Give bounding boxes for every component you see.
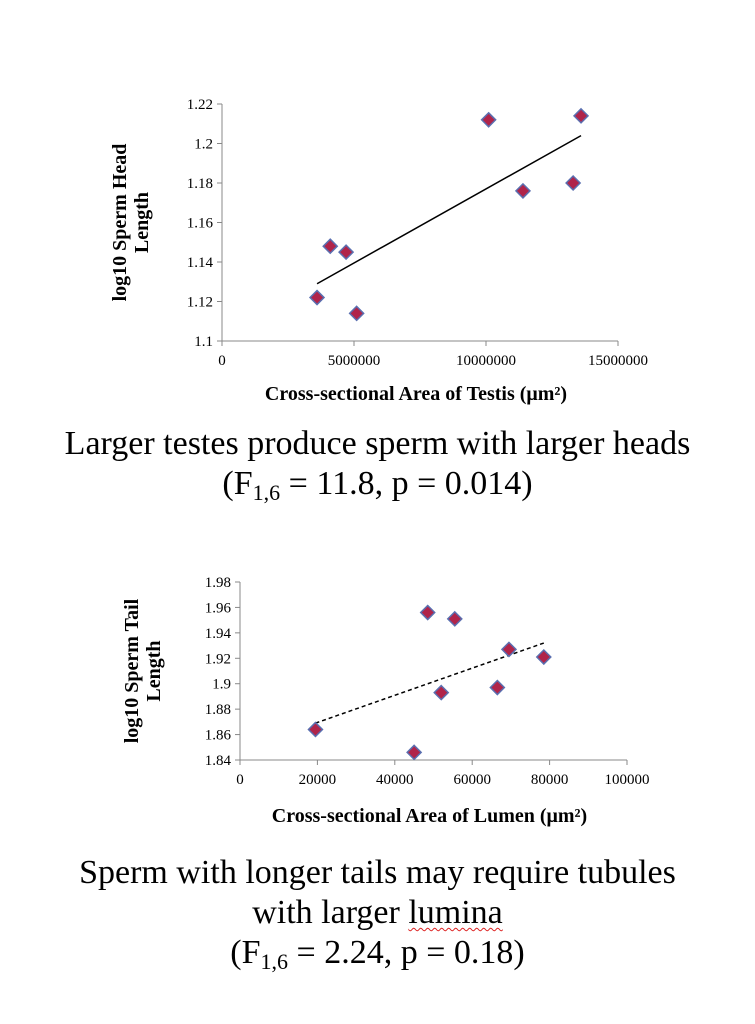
x-axis-title: Cross-sectional Area of Lumen (μm²) — [272, 805, 587, 827]
data-point — [348, 305, 365, 322]
x-tick-label: 5000000 — [328, 353, 381, 369]
y-tick-label: 1.18 — [187, 176, 213, 192]
tail-caption-line2: with larger lumina — [0, 893, 755, 933]
data-point — [308, 289, 326, 306]
y-axis-title-line: Length — [131, 192, 153, 253]
x-tick-label: 80000 — [531, 772, 569, 788]
head-stat-open: (F — [222, 465, 253, 502]
tail-stat-rest: = 2.24, p = 0.18) — [288, 934, 525, 971]
tail-caption-line1: Sperm with longer tails may require tubu… — [79, 854, 676, 891]
y-tick-label: 1.94 — [205, 626, 232, 642]
data-point — [514, 182, 532, 199]
x-tick-label: 0 — [236, 772, 244, 788]
data-point — [338, 244, 355, 261]
y-tick-label: 1.16 — [187, 216, 214, 232]
data-point — [446, 610, 463, 627]
trendline — [316, 134, 582, 285]
y-axis-title-line: log10 Sperm Tail — [121, 598, 143, 743]
head-stat-sub: 1,6 — [252, 480, 281, 505]
y-axis-title: log10 Sperm TailLength — [121, 598, 165, 743]
data-point — [489, 679, 506, 696]
data-point — [406, 744, 423, 761]
head-caption: Larger testes produce sperm with larger … — [0, 424, 755, 504]
x-tick-label: 0 — [218, 353, 226, 369]
data-point — [480, 111, 497, 128]
y-tick-label: 1.88 — [205, 702, 231, 718]
tail-stat-open: (F — [230, 934, 261, 971]
x-tick-label: 60000 — [453, 772, 491, 788]
tail-caption-line2a: with larger — [252, 894, 409, 931]
x-tick-label: 40000 — [376, 772, 414, 788]
data-point — [307, 721, 324, 738]
tail-caption-stats: (F1,6 = 2.24, p = 0.18) — [0, 933, 755, 973]
tail-caption: Sperm with longer tails may require tubu… — [0, 853, 755, 973]
x-tick-label: 100000 — [605, 772, 650, 788]
data-point — [572, 107, 590, 124]
head-caption-line: Larger testes produce sperm with larger … — [64, 425, 691, 462]
y-tick-label: 1.9 — [212, 677, 231, 693]
tail-stat-sub: 1,6 — [260, 949, 289, 974]
data-point — [433, 684, 450, 701]
x-tick-label: 20000 — [299, 772, 337, 788]
data-point — [500, 641, 518, 658]
head-stat-rest: = 11.8, p = 0.014) — [280, 465, 533, 502]
trendline — [315, 642, 545, 724]
y-tick-label: 1.92 — [205, 651, 231, 667]
y-tick-label: 1.12 — [187, 295, 213, 311]
x-tick-label: 10000000 — [456, 353, 516, 369]
data-point — [535, 648, 552, 666]
y-axis-title: log10 Sperm HeadLength — [109, 144, 153, 302]
data-point — [419, 604, 436, 621]
y-tick-label: 1.22 — [187, 97, 213, 113]
x-tick-label: 15000000 — [588, 353, 648, 369]
spellcheck-word: lumina — [408, 894, 503, 931]
data-point — [565, 174, 582, 192]
x-axis-title: Cross-sectional Area of Testis (μm²) — [265, 383, 567, 405]
y-tick-label: 1.2 — [194, 137, 213, 153]
head-caption-stats: (F1,6 = 11.8, p = 0.014) — [0, 464, 755, 504]
y-tick-label: 1.84 — [205, 753, 232, 769]
data-point — [322, 238, 339, 255]
y-axis-title-line: log10 Sperm Head — [109, 144, 131, 302]
y-tick-label: 1.86 — [205, 728, 232, 744]
testis-head-chart: 1.1 1.12 1.14 1.16 1.18 1.2 1.22 0 5000000 100000… — [109, 97, 648, 405]
y-tick-label: 1.14 — [187, 255, 214, 271]
lumen-tail-chart: 1.84 1.86 1.88 1.9 1.92 1.94 1.96 1.98 0 20000 400… — [121, 575, 650, 827]
y-axis-title-line: Length — [143, 640, 165, 701]
y-tick-label: 1.98 — [205, 575, 231, 591]
y-tick-label: 1.96 — [205, 600, 232, 616]
y-tick-label: 1.1 — [194, 334, 213, 350]
